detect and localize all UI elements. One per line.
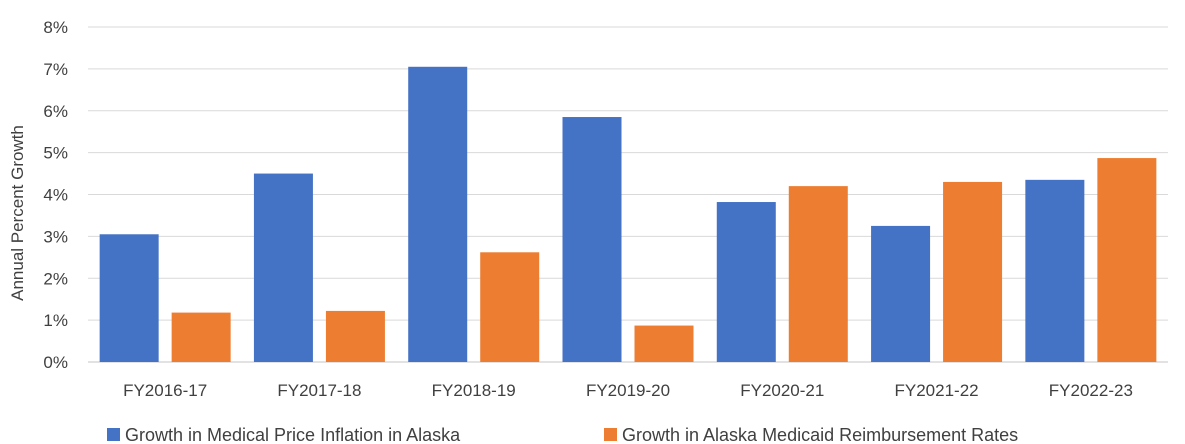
- x-tick-label: FY2022-23: [1049, 381, 1133, 400]
- x-tick-label: FY2016-17: [123, 381, 207, 400]
- x-axis-ticks: FY2016-17 FY2017-18 FY2018-19 FY2019-20 FY20…: [123, 381, 1133, 400]
- bar-series-1-fy2022-23: [1025, 179, 1085, 362]
- bar-series-2-fy2020-21: [788, 186, 848, 362]
- y-tick-label: 4%: [43, 186, 68, 205]
- bar-series-1-fy2020-21: [716, 202, 776, 362]
- x-tick-label: FY2017-18: [277, 381, 361, 400]
- bar-series-2-fy2022-23: [1097, 158, 1157, 362]
- x-tick-label: FY2021-22: [895, 381, 979, 400]
- legend-label-1: Growth in Medical Price Inflation in Ala…: [125, 425, 461, 444]
- legend: Growth in Medical Price Inflation in Ala…: [107, 425, 1018, 444]
- legend-swatch-1: [107, 428, 120, 441]
- gridlines: [88, 26, 1168, 363]
- y-tick-label: 5%: [43, 144, 68, 163]
- y-tick-label: 3%: [43, 227, 68, 246]
- x-tick-label: FY2018-19: [432, 381, 516, 400]
- bar-series-1-fy2021-22: [871, 225, 931, 362]
- bar-series-2-fy2021-22: [943, 181, 1003, 362]
- y-tick-label: 7%: [43, 60, 68, 79]
- bars: [99, 66, 1157, 362]
- y-tick-label: 0%: [43, 353, 68, 372]
- x-tick-label: FY2020-21: [740, 381, 824, 400]
- bar-series-2-fy2019-20: [634, 325, 694, 362]
- y-tick-label: 2%: [43, 269, 68, 288]
- y-tick-label: 6%: [43, 102, 68, 121]
- bar-series-1-fy2018-19: [408, 66, 468, 362]
- bar-series-2-fy2016-17: [171, 312, 231, 362]
- x-tick-label: FY2019-20: [586, 381, 670, 400]
- bar-series-1-fy2019-20: [562, 117, 622, 362]
- legend-label-2: Growth in Alaska Medicaid Reimbursement …: [622, 425, 1018, 444]
- bar-series-1-fy2016-17: [99, 234, 159, 362]
- y-axis-ticks: 0% 1% 2% 3% 4% 5% 6% 7% 8%: [43, 18, 68, 372]
- y-tick-label: 1%: [43, 311, 68, 330]
- bar-series-2-fy2018-19: [480, 252, 540, 362]
- bar-series-2-fy2017-18: [325, 310, 385, 362]
- legend-swatch-2: [604, 428, 617, 441]
- y-axis-title: Annual Percent Growth: [8, 125, 27, 301]
- bar-series-1-fy2017-18: [253, 173, 313, 362]
- y-tick-label: 8%: [43, 18, 68, 37]
